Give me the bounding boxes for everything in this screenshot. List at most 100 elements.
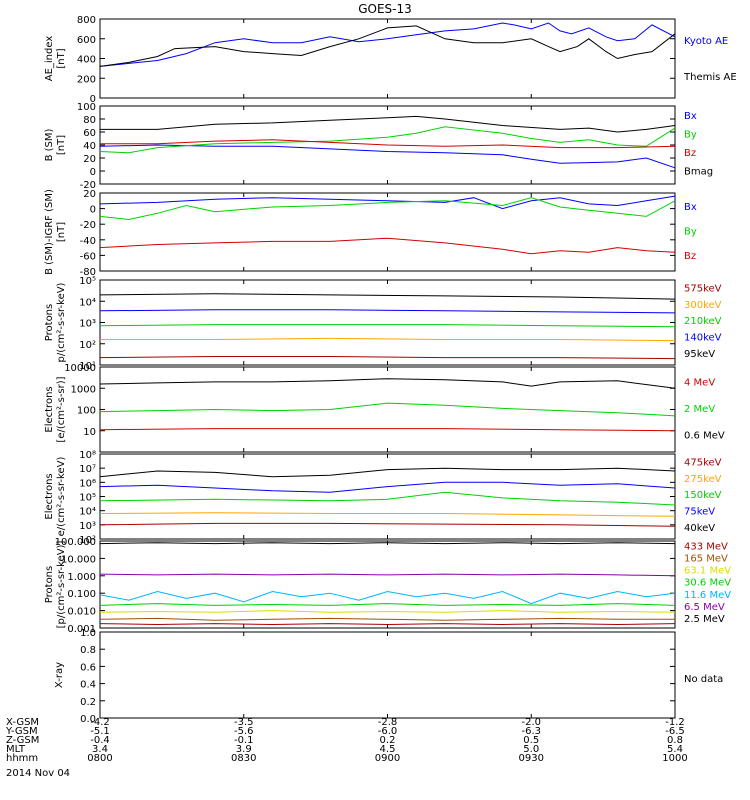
- panel-frame: [99, 631, 676, 719]
- y-tick-label: 10: [83, 427, 96, 438]
- series-line-75keV: [99, 481, 676, 493]
- y-tick-label: 400: [77, 55, 96, 66]
- series-line-Bz: [100, 139, 676, 149]
- legend-entry: 2.5 MeV: [684, 614, 725, 625]
- y-axis-label: [nT]: [56, 48, 67, 68]
- series-line-210keV: [99, 324, 676, 328]
- y-tick-label: 0.100: [67, 589, 96, 600]
- footer-value: 3.4: [92, 744, 108, 755]
- panel-frame: [99, 540, 676, 629]
- footer-row-label: hhmm: [6, 753, 38, 764]
- y-axis-label: Protons: [44, 304, 55, 341]
- panel-3: -80 -60 -40 -20 0 20 B (SM)-IGRF (SM) [nT] Bx By B…: [44, 189, 697, 278]
- y-tick-label: -40: [80, 236, 96, 247]
- y-tick-label: 80: [83, 115, 96, 126]
- y-axis-label: Protons: [44, 566, 55, 603]
- legend-entry: 75keV: [684, 506, 715, 517]
- y-tick-label: 1.000: [67, 572, 96, 583]
- y-tick-label: 0.010: [67, 607, 96, 618]
- legend-entry: 95keV: [684, 349, 715, 360]
- footer-value: 0930: [519, 753, 544, 764]
- y-axis-label: e/(cm²-s-sr-keV): [56, 457, 67, 537]
- legend-entry: 433 MeV: [684, 541, 728, 552]
- figure-title: GOES-13: [358, 2, 412, 16]
- series-line-140keV: [99, 309, 676, 314]
- series-line-0.6-MeV: [99, 378, 676, 389]
- legend-entry: 40keV: [684, 523, 715, 534]
- y-tick-label: 10³: [79, 319, 96, 330]
- footer-value: -0.1: [234, 735, 254, 746]
- series-line-40keV: [99, 467, 676, 478]
- y-tick-label: 0: [90, 205, 96, 216]
- legend-entry: Bz: [684, 251, 696, 262]
- footer-value: 0.2: [380, 735, 396, 746]
- footer-row-label: Z-GSM: [6, 735, 39, 746]
- footer-value: 5.0: [523, 744, 539, 755]
- footer-value: -5.6: [234, 726, 254, 737]
- footer-value: 4.5: [380, 744, 396, 755]
- panel-8: 0.0 0.2 0.4 0.6 0.8 1.0 X-ray No data: [54, 628, 723, 725]
- series-line-95keV: [99, 293, 676, 300]
- panel-frame: [99, 192, 676, 272]
- footer-value: 0800: [87, 753, 112, 764]
- y-tick-label: 0: [90, 94, 96, 105]
- footer-value: 0.8: [667, 735, 683, 746]
- legend-entry: By: [684, 130, 697, 141]
- footer-value: -5.1: [90, 726, 110, 737]
- y-axis-label: [nT]: [56, 135, 67, 155]
- y-tick-label: 10⁷: [79, 464, 96, 475]
- footer-value: -3.5: [234, 717, 254, 728]
- y-tick-label: 10²: [79, 340, 96, 351]
- y-tick-label: 0.001: [67, 624, 96, 635]
- y-tick-label: 1.0: [80, 628, 96, 639]
- legend-entry: By: [684, 226, 697, 237]
- y-tick-label: 20: [83, 154, 96, 165]
- legend-entry: 275keV: [684, 474, 722, 485]
- legend-entry: 4 MeV: [684, 378, 715, 389]
- footer-value: -6.3: [521, 726, 541, 737]
- y-tick-label: 10³: [79, 521, 96, 532]
- legend-entry: 2 MeV: [684, 404, 715, 415]
- footer-value: -4.2: [90, 717, 110, 728]
- y-tick-label: 10⁶: [79, 478, 96, 489]
- y-tick-label: 1000: [71, 384, 96, 395]
- series-line-2-MeV: [99, 402, 676, 417]
- legend-entry: 575keV: [684, 283, 722, 294]
- y-tick-label: 0.8: [80, 645, 96, 656]
- legend-entry: Bz: [684, 148, 696, 159]
- y-axis-label: [e/(cm²-s-sr)]: [56, 376, 67, 442]
- y-axis-label: Electrons: [44, 386, 55, 432]
- series-line-30.6-MeV: [99, 603, 676, 606]
- y-tick-label: 60: [83, 128, 96, 139]
- y-tick-label: 800: [77, 15, 96, 26]
- footer-value: -2.8: [378, 717, 398, 728]
- panel-4: 10¹ 10² 10³ 10⁴ 10⁵ Protons p/(cm²-s-sr-keV) 57…: [44, 276, 722, 372]
- series-line-Bx: [99, 195, 676, 210]
- panel-frame: [99, 453, 676, 540]
- footer-value: -0.4: [90, 735, 110, 746]
- footer-value: 5.4: [667, 744, 683, 755]
- y-tick-label: 0: [90, 167, 96, 178]
- y-tick-label: 200: [77, 74, 96, 85]
- y-tick-label: 40: [83, 141, 96, 152]
- y-tick-label: 10⁵: [79, 276, 96, 287]
- y-tick-label: 600: [77, 35, 96, 46]
- y-tick-label: 20: [83, 189, 96, 200]
- panel-7: 0.001 0.010 0.100 1.000 10.000 100.000 Protons…: [44, 537, 731, 635]
- legend-entry: 475keV: [684, 457, 722, 468]
- y-tick-label: 100.000: [55, 537, 96, 548]
- series-line-Bmag: [100, 115, 676, 133]
- series-line-275keV: [99, 512, 676, 517]
- y-tick-label: 10⁵: [79, 493, 96, 504]
- legend-entry: 63.1 MeV: [684, 566, 731, 577]
- y-tick-label: 100: [77, 102, 96, 113]
- series-line-475keV: [99, 522, 676, 527]
- footer-value: -6.5: [665, 726, 685, 737]
- series-line-165-MeV: [99, 617, 675, 621]
- panel-1: 0 200 400 600 800 AE_index [nT] Kyoto AE Themis …: [44, 15, 737, 105]
- y-axis-label: B (SM)-IGRF (SM): [44, 189, 55, 275]
- legend-entry: Kyoto AE: [684, 36, 728, 47]
- series-line-6.5-MeV: [99, 573, 676, 577]
